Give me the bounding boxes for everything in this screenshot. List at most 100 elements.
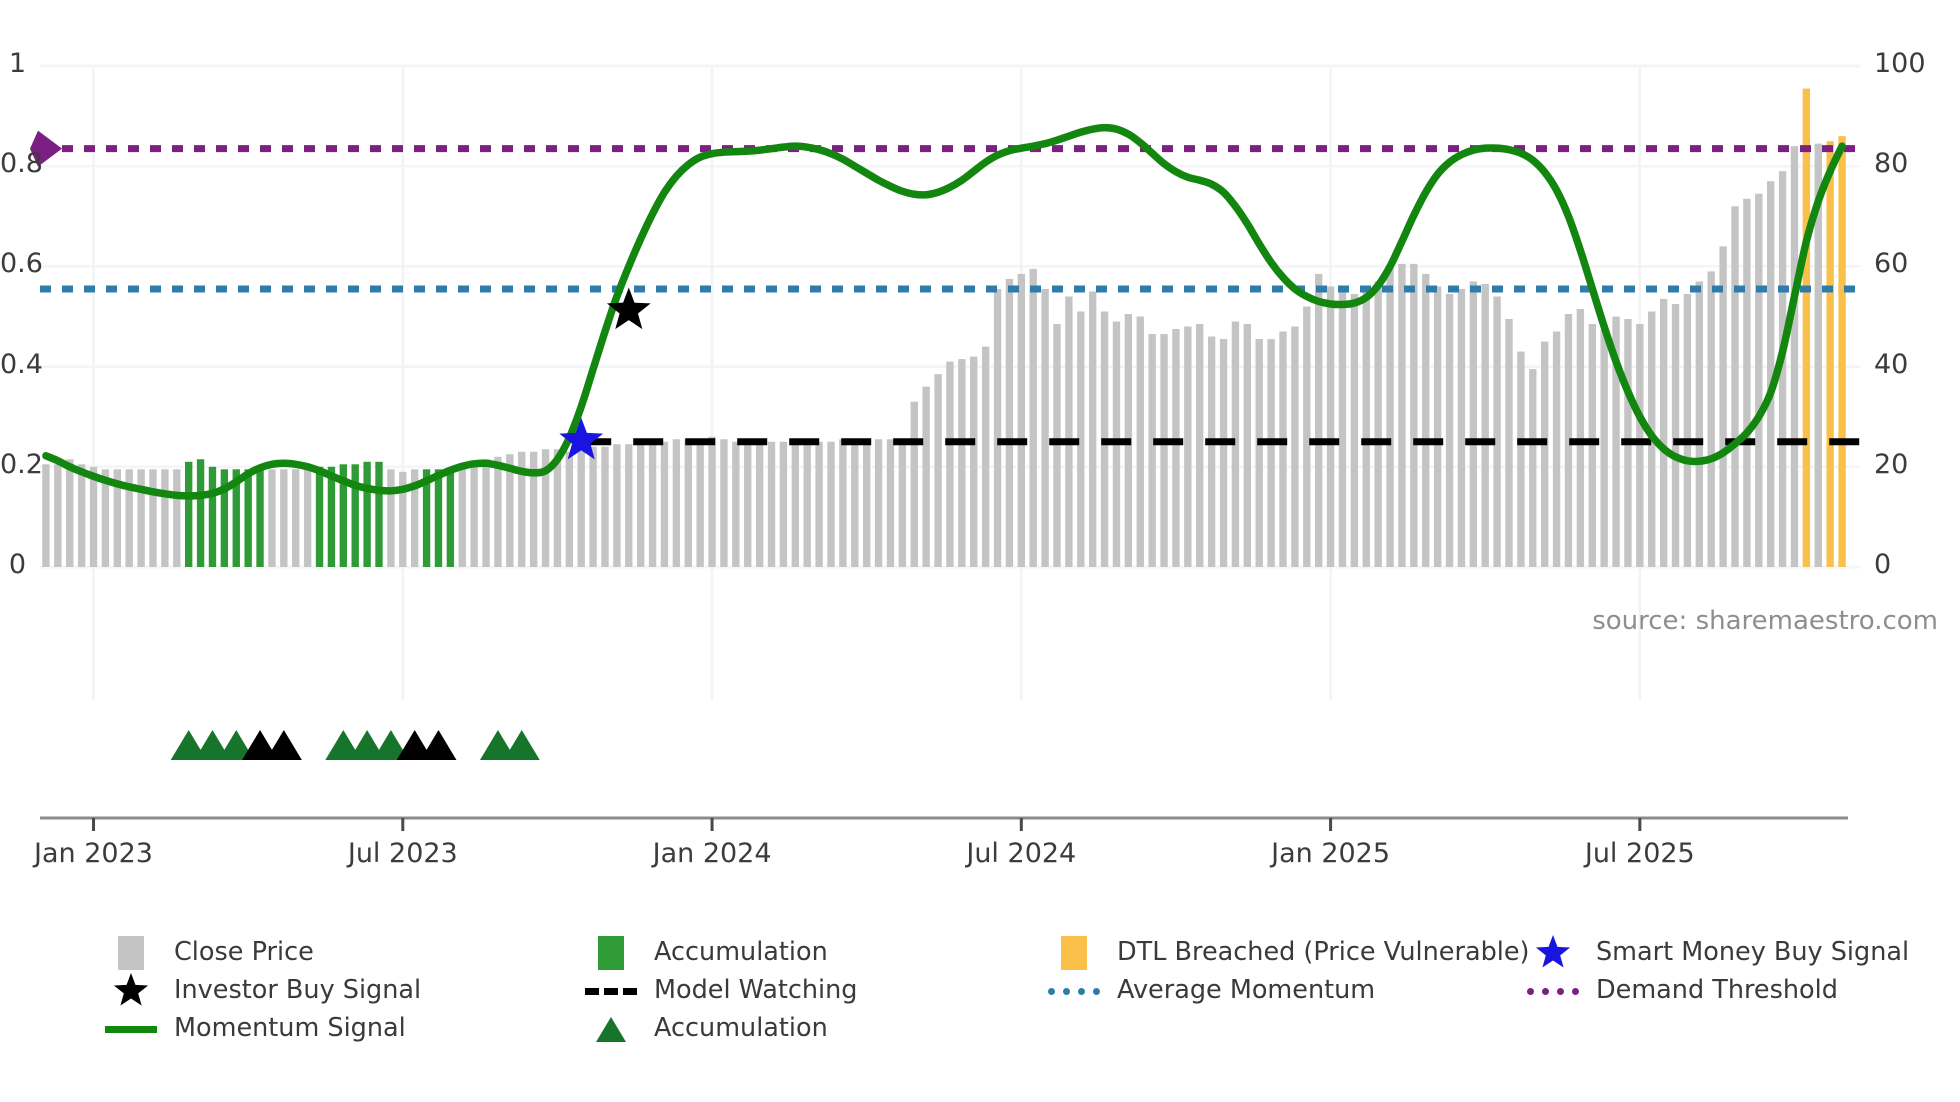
legend-item[interactable]: Accumulation xyxy=(580,1012,828,1046)
bar-normal xyxy=(411,469,419,567)
bar-normal xyxy=(1612,316,1620,567)
bar-accumulation xyxy=(208,466,217,567)
star-shape xyxy=(1535,935,1571,968)
accumulation-triangle-icon xyxy=(420,730,457,760)
bar-normal xyxy=(910,401,918,567)
investor-buy-star-icon[interactable] xyxy=(606,287,651,330)
bar-accumulation xyxy=(327,466,336,567)
bar-normal xyxy=(399,471,407,567)
bar-normal xyxy=(1196,324,1204,567)
bar-normal xyxy=(934,374,942,567)
bar-normal xyxy=(66,459,74,567)
legend-swatch xyxy=(1043,936,1105,970)
legend-item[interactable]: Smart Money Buy Signal xyxy=(1522,935,1909,970)
accumulation-triangle-icon xyxy=(396,730,433,760)
bar-normal xyxy=(268,469,276,567)
bar-accumulation xyxy=(434,469,443,567)
accumulation-triangle-icon xyxy=(503,730,540,760)
y-axis-left-tick-label: 0.6 xyxy=(0,248,43,280)
bar-normal xyxy=(1767,181,1775,568)
bar-normal xyxy=(708,436,716,567)
legend-item[interactable]: Model Watching xyxy=(580,974,858,1008)
bar-normal xyxy=(113,469,121,567)
bar-normal xyxy=(1053,324,1061,567)
bar-normal xyxy=(125,469,133,567)
legend-item[interactable]: Momentum Signal xyxy=(100,1012,406,1046)
accumulation-triangle-icon xyxy=(372,730,409,760)
legend-item[interactable]: Demand Threshold xyxy=(1522,974,1838,1008)
smart-money-buy-star-icon[interactable] xyxy=(559,417,604,460)
bar-normal xyxy=(529,451,538,567)
x-axis-tick-label: Jan 2024 xyxy=(652,838,772,869)
bar-normal xyxy=(42,464,50,567)
bar-normal xyxy=(1422,273,1430,567)
bar-normal xyxy=(1029,268,1037,567)
y-axis-left-tick-label: 0.2 xyxy=(0,448,43,480)
bar-normal xyxy=(660,441,669,567)
accumulation-triangle-icon xyxy=(218,730,255,760)
bar-normal xyxy=(720,439,728,567)
legend-item-label: Momentum Signal xyxy=(174,1013,406,1044)
bar-normal xyxy=(898,439,907,567)
legend-item-label: Accumulation xyxy=(654,1013,828,1044)
bar-normal xyxy=(1469,281,1477,567)
bar-normal xyxy=(1695,281,1703,567)
bar-normal xyxy=(89,466,98,567)
legend-item-label: Close Price xyxy=(174,937,314,968)
bar-normal xyxy=(577,449,585,567)
bar-normal xyxy=(1410,263,1418,567)
bar-normal xyxy=(470,466,478,567)
bar-normal xyxy=(1814,143,1822,567)
bar-accumulation xyxy=(232,469,240,567)
dotted-line-icon xyxy=(1527,987,1579,995)
bar-normal xyxy=(1433,286,1442,567)
accumulation-triangle-icon xyxy=(194,730,231,760)
legend-swatch xyxy=(100,973,162,1008)
accumulation-triangle-icon xyxy=(325,730,362,760)
bar-normal xyxy=(755,441,764,567)
legend-item[interactable]: DTL Breached (Price Vulnerable) xyxy=(1043,936,1530,970)
bar-normal xyxy=(1541,341,1549,567)
solid-line-icon xyxy=(105,1025,157,1033)
legend-swatch xyxy=(100,1012,162,1046)
bar-normal xyxy=(1600,329,1608,567)
legend-item[interactable]: Accumulation xyxy=(580,936,828,970)
legend-item[interactable]: Average Momentum xyxy=(1043,974,1375,1008)
bar-normal xyxy=(1445,293,1454,567)
accumulation-triangle-icon xyxy=(265,730,302,760)
legend-item[interactable]: Investor Buy Signal xyxy=(100,973,422,1008)
bar-normal xyxy=(827,441,835,567)
bar-normal xyxy=(303,466,312,567)
x-axis-tick-label: Jul 2023 xyxy=(347,838,458,869)
bar-normal xyxy=(1172,329,1180,567)
bar-normal xyxy=(1636,324,1644,567)
bar-normal xyxy=(1184,326,1192,567)
bar-normal xyxy=(1505,319,1513,567)
bar-normal xyxy=(1481,283,1489,567)
bar-normal xyxy=(1552,331,1561,567)
bar-normal xyxy=(839,439,847,567)
bar-normal xyxy=(1671,303,1680,567)
y-axis-left-tick-label: 0.8 xyxy=(0,148,43,180)
bar-normal xyxy=(672,439,681,567)
legend-item-label: Accumulation xyxy=(654,937,828,968)
y-axis-right-tick-label: 40 xyxy=(1874,348,1909,380)
legend-item-label: Investor Buy Signal xyxy=(174,975,422,1006)
bar-normal xyxy=(553,449,562,567)
x-axis-tick-label: Jul 2025 xyxy=(1584,838,1695,869)
bar-normal xyxy=(993,288,1002,567)
star-icon xyxy=(113,973,149,1006)
accumulation-triangle-markers xyxy=(170,730,540,760)
bar-normal xyxy=(137,469,145,567)
bar-normal xyxy=(1219,339,1228,567)
legend-item[interactable]: Close Price xyxy=(100,936,314,970)
legend-swatch xyxy=(1522,935,1584,970)
accumulation-triangle-icon xyxy=(349,730,386,760)
bar-normal xyxy=(458,466,466,567)
bar-normal xyxy=(482,459,490,567)
bar-normal xyxy=(1398,263,1406,567)
dotted-line-icon xyxy=(1048,987,1100,995)
bar-normal xyxy=(1338,291,1347,567)
